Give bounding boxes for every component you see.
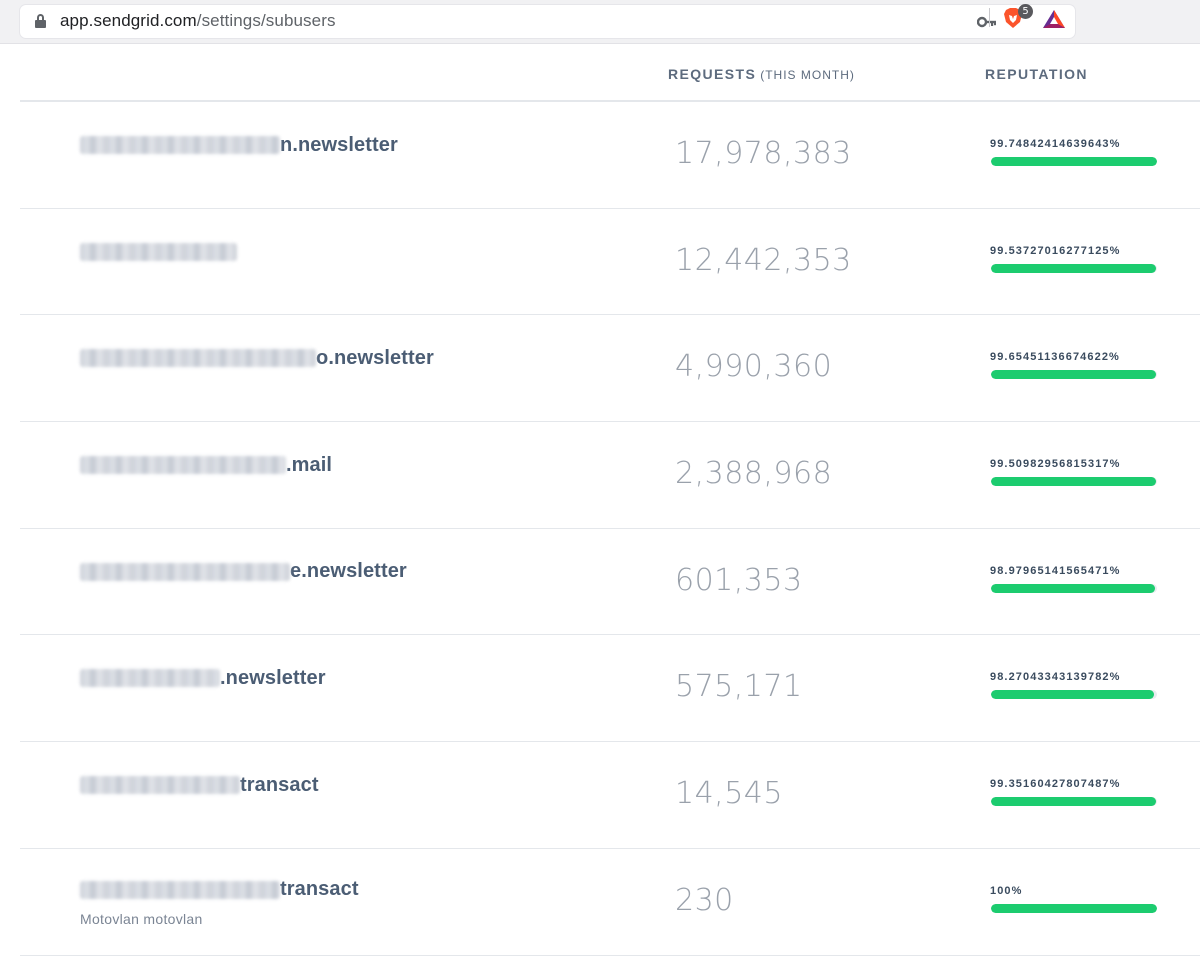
reputation-bar-fill [991, 157, 1157, 166]
subuser-name-suffix: transact [280, 878, 359, 901]
subuser-name[interactable]: e.newsletter [80, 559, 407, 585]
reputation-bar [991, 583, 1157, 593]
table-row[interactable]: transact Motovlan motovlan 230 100% [20, 849, 1200, 956]
reputation-value: 99.50982956815317% [990, 458, 1121, 471]
table-row[interactable]: n.newsletter 17,978,383 99.7484241463964… [20, 102, 1200, 209]
reputation-bar-fill [991, 690, 1155, 700]
brave-lion-icon[interactable] [1003, 7, 1023, 29]
requests-value: 12,442,353 [675, 242, 852, 278]
requests-value: 17,978,383 [675, 136, 852, 171]
subusers-table: REQUESTS (THIS MONTH) REPUTATION n.newsle… [20, 44, 1200, 956]
redacted-name [80, 242, 237, 261]
reputation-value: 99.53727016277125% [990, 244, 1121, 257]
redacted-name [80, 456, 286, 475]
reputation-column-header[interactable]: REPUTATION [985, 66, 1088, 82]
table-row[interactable]: .mail 2,388,968 99.50982956815317% [20, 422, 1200, 529]
lock-icon[interactable] [35, 14, 46, 28]
redacted-name [80, 880, 280, 899]
redacted-name [80, 669, 220, 688]
table-row[interactable]: o.newsletter 4,990,360 99.65451136674622… [20, 315, 1200, 423]
reputation-value: 99.65451136674622% [990, 351, 1120, 364]
reputation-bar [991, 370, 1157, 380]
subuser-sub-label: Motovlan motovlan [80, 910, 203, 927]
subuser-name[interactable]: transact [80, 772, 319, 798]
reputation-bar [991, 477, 1157, 487]
brave-shield-count-badge: 5 [1018, 4, 1033, 19]
subuser-name-suffix: transact [240, 773, 319, 796]
subuser-name[interactable] [80, 239, 237, 265]
redacted-name [80, 562, 290, 581]
reputation-bar-fill [991, 477, 1157, 487]
requests-value: 575,171 [675, 669, 803, 705]
table-row[interactable]: transact 14,545 99.35160427807487% [20, 742, 1200, 849]
key-icon[interactable] [977, 15, 997, 29]
requests-value: 230 [675, 882, 734, 918]
subuser-name-suffix: .mail [286, 453, 333, 476]
reputation-bar-fill [991, 583, 1156, 593]
redacted-name [80, 776, 240, 795]
reputation-bar [991, 263, 1157, 273]
requests-value: 2,388,968 [675, 456, 833, 492]
reputation-bar [991, 903, 1157, 913]
subuser-name-suffix: .newsletter [220, 666, 326, 689]
reputation-value: 100% [990, 884, 1023, 897]
reputation-bar-fill [991, 370, 1157, 380]
subuser-name[interactable]: o.newsletter [80, 345, 434, 371]
subuser-name[interactable]: n.newsletter [80, 132, 398, 158]
address-bar[interactable]: app.sendgrid.com/settings/subusers [20, 5, 1075, 38]
redacted-name [80, 136, 280, 154]
browser-toolbar: app.sendgrid.com/settings/subusers 5 [0, 0, 1200, 44]
subuser-name[interactable]: .mail [80, 452, 332, 478]
table-header: REQUESTS (THIS MONTH) REPUTATION [20, 44, 1200, 102]
reputation-bar [991, 690, 1157, 700]
subuser-name-suffix: n.newsletter [280, 133, 398, 156]
reputation-value: 98.97965141565471% [990, 564, 1121, 577]
toolbar-divider [989, 8, 990, 27]
table-row[interactable]: e.newsletter 601,353 98.97965141565471% [20, 529, 1200, 636]
reputation-bar [991, 797, 1157, 807]
subuser-name-suffix: o.newsletter [316, 346, 434, 369]
requests-column-header[interactable]: REQUESTS (THIS MONTH) [668, 66, 855, 82]
reputation-bar-fill [991, 263, 1157, 273]
url-path: /settings/subusers [196, 11, 336, 30]
requests-value: 601,353 [675, 562, 803, 598]
requests-value: 14,545 [675, 776, 783, 812]
reputation-bar-fill [991, 797, 1156, 807]
subuser-name[interactable]: .newsletter [80, 665, 326, 691]
redacted-name [80, 349, 316, 368]
reputation-value: 98.27043343139782% [990, 671, 1121, 684]
bat-triangle-icon[interactable] [1042, 9, 1066, 29]
table-row[interactable]: 12,442,353 99.53727016277125% [20, 209, 1200, 316]
subuser-name-suffix: e.newsletter [290, 560, 407, 583]
reputation-bar-fill [991, 903, 1157, 913]
requests-value: 4,990,360 [675, 349, 833, 385]
table-row[interactable]: .newsletter 575,171 98.27043343139782% [20, 635, 1200, 743]
reputation-value: 99.74842414639643% [990, 138, 1121, 150]
reputation-value: 99.35160427807487% [990, 778, 1121, 791]
url-domain: app.sendgrid.com [60, 11, 197, 30]
subuser-name[interactable]: transact [80, 877, 359, 903]
reputation-bar [991, 157, 1157, 166]
url-text[interactable]: app.sendgrid.com/settings/subusers [60, 11, 336, 31]
